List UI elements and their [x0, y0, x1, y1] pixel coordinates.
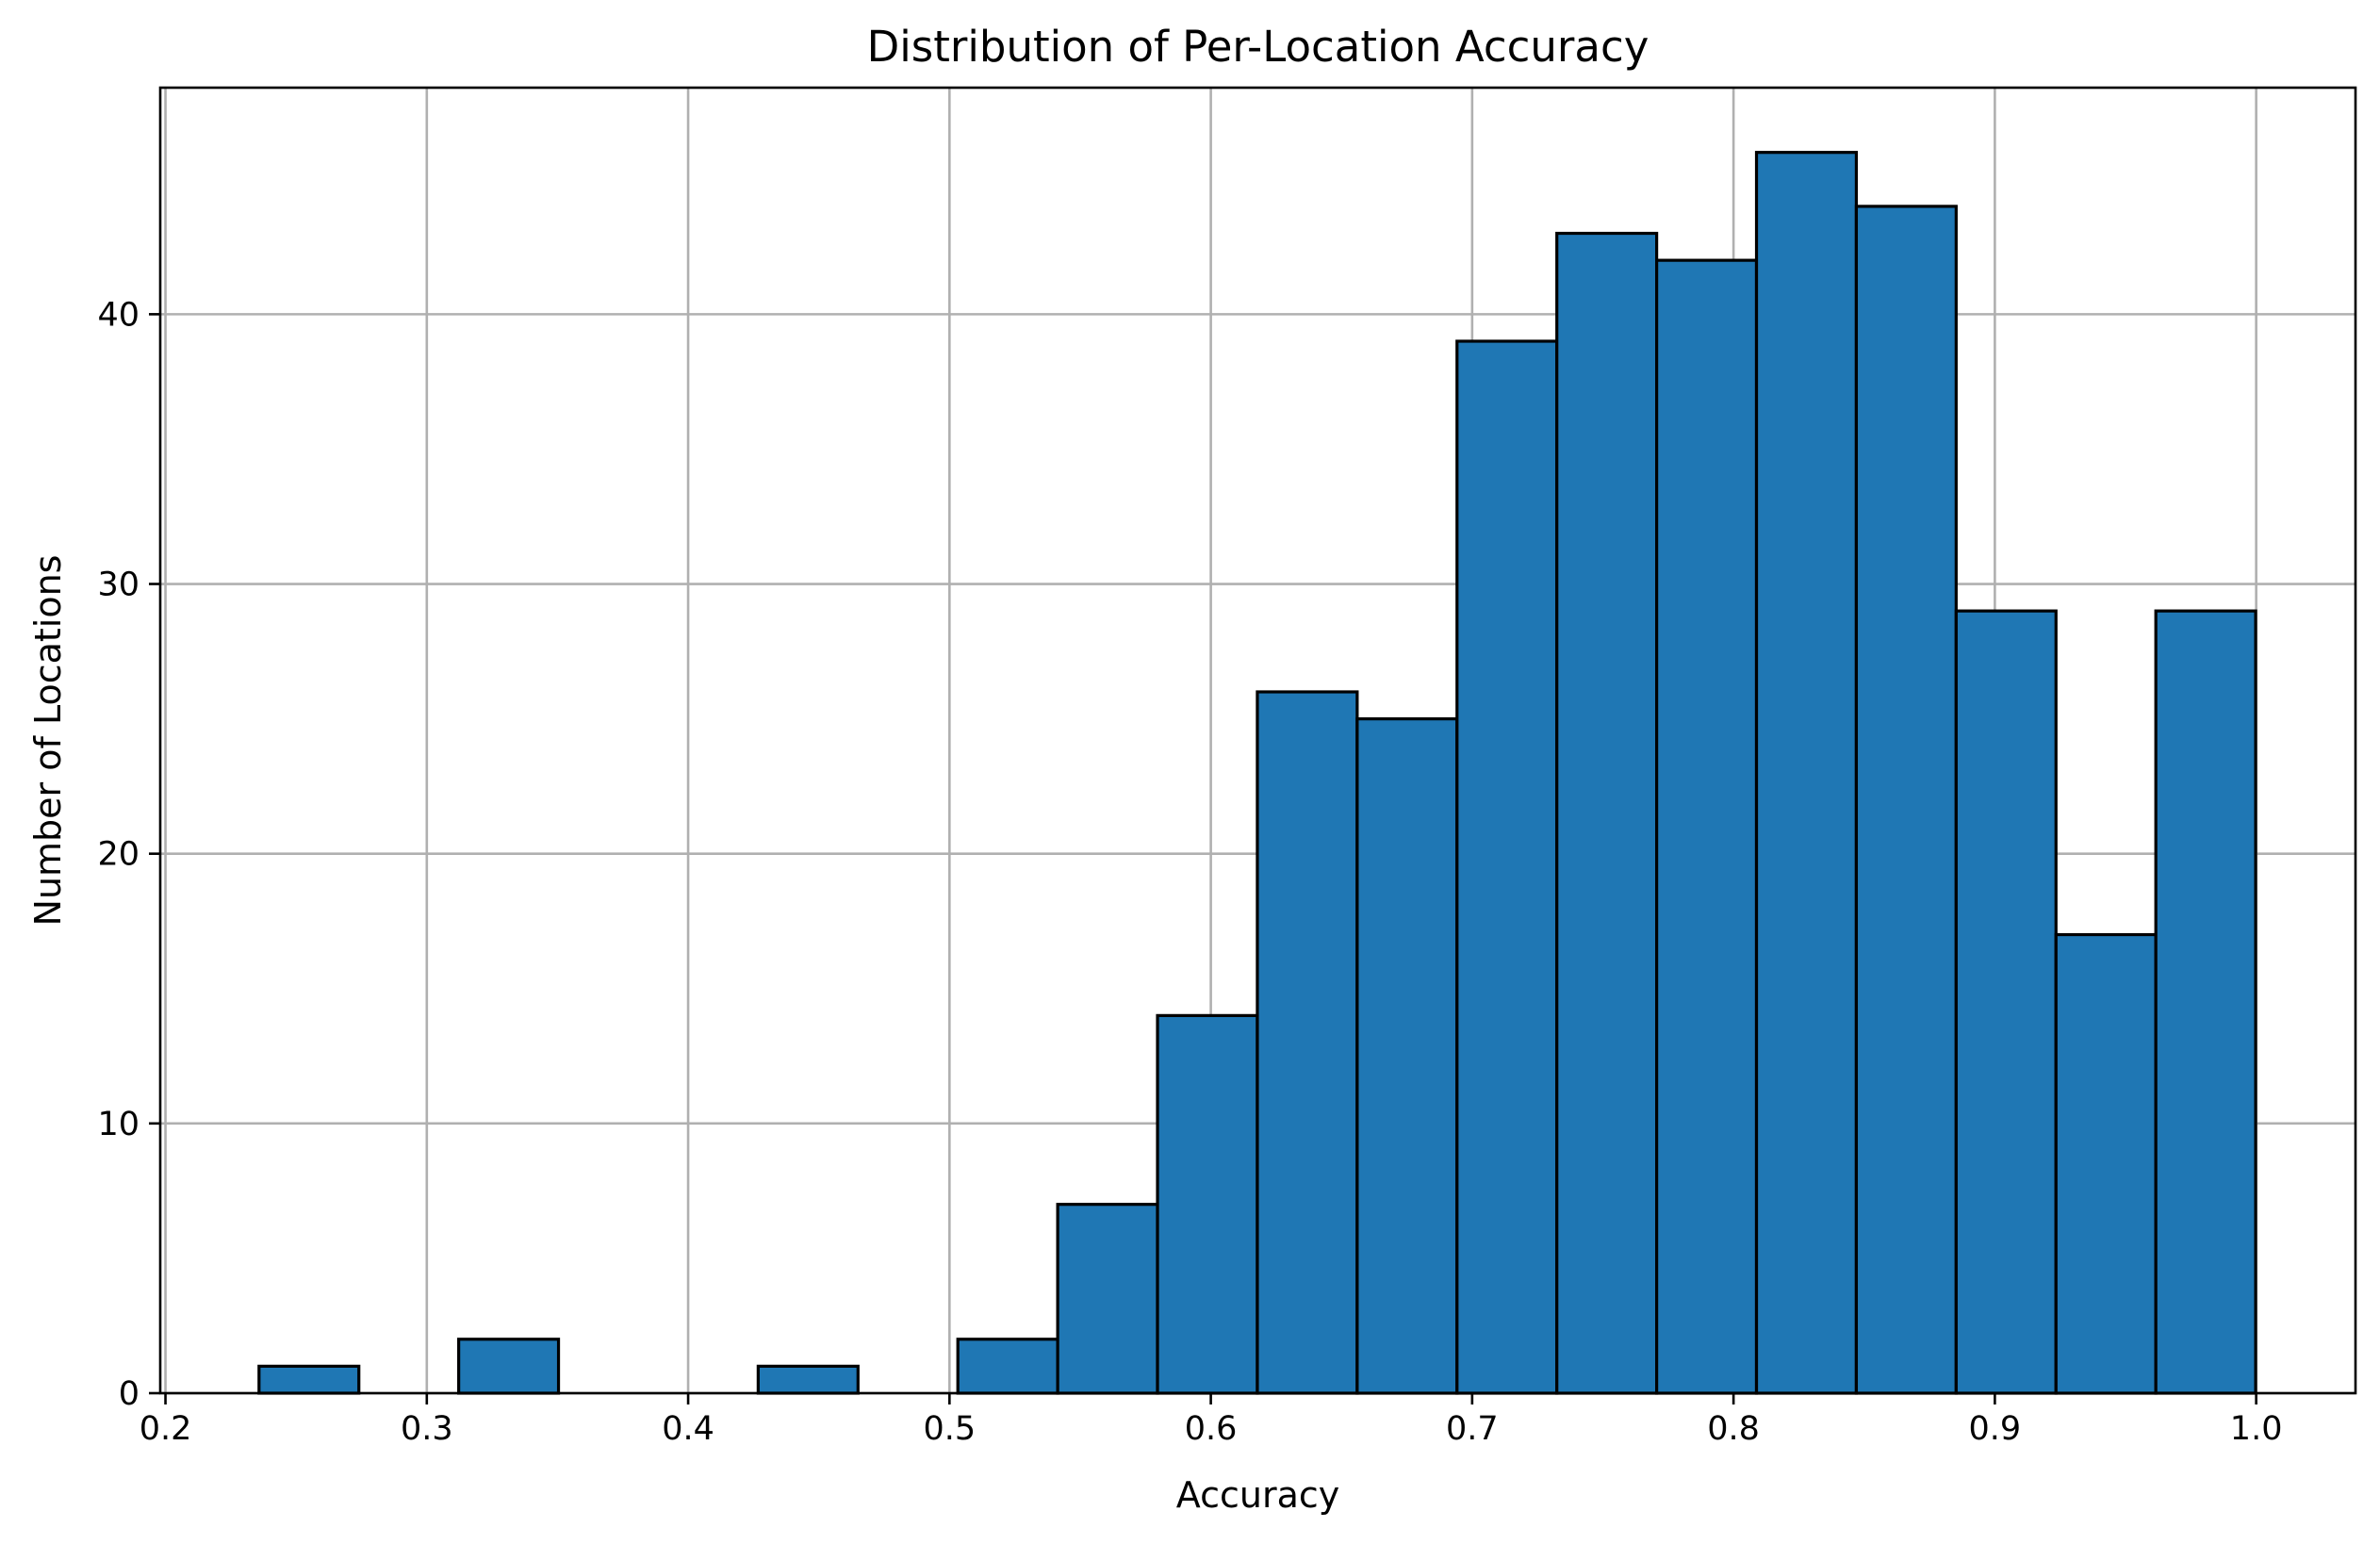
histogram-bar [2154, 609, 2257, 1395]
histogram-bar [1754, 151, 1859, 1395]
histogram-bar [1854, 205, 1958, 1395]
x-tick-label: 0.8 [1707, 1410, 1760, 1448]
histogram-bar [1156, 1013, 1259, 1395]
histogram-bar [2054, 932, 2158, 1395]
x-tick-label: 0.9 [1969, 1410, 2022, 1448]
plot-frame [158, 86, 2357, 1395]
histogram-bar [756, 1364, 860, 1395]
x-tick-label: 0.2 [140, 1410, 192, 1448]
x-axis-ticks: 0.2 0.3 0.4 0.5 0.6 0.7 0.8 0.9 1.0 [140, 1393, 2283, 1448]
histogram-bar [956, 1338, 1059, 1395]
y-tick-label: 30 [97, 567, 140, 604]
x-tick-label: 0.7 [1446, 1410, 1499, 1448]
x-tick-label: 1.0 [2230, 1410, 2283, 1448]
histogram-bar [1555, 231, 1659, 1395]
histogram-bar [1954, 609, 2058, 1395]
y-tick-label: 20 [97, 836, 140, 874]
y-tick-label: 40 [97, 296, 140, 334]
histogram-bar [1355, 717, 1459, 1395]
x-tick-label: 0.3 [401, 1410, 453, 1448]
y-axis-label: Number of Locations [27, 555, 69, 927]
histogram-bar [1455, 339, 1559, 1395]
x-axis-label: Accuracy [1176, 1474, 1340, 1516]
histogram-bar [1056, 1203, 1159, 1395]
x-tick-label: 0.6 [1185, 1410, 1238, 1448]
histogram-bar [1655, 258, 1759, 1395]
y-tick-label: 10 [97, 1106, 140, 1143]
histogram-bar [257, 1364, 361, 1395]
histogram-bar [457, 1338, 561, 1395]
bars [257, 151, 2257, 1395]
histogram-bar [1256, 690, 1359, 1395]
x-tick-label: 0.4 [662, 1410, 714, 1448]
y-tick-label: 0 [119, 1375, 140, 1413]
chart-title: Distribution of Per-Location Accuracy [867, 22, 1650, 72]
x-tick-label: 0.5 [923, 1410, 976, 1448]
y-axis-ticks: 0 10 20 30 40 [97, 296, 160, 1413]
